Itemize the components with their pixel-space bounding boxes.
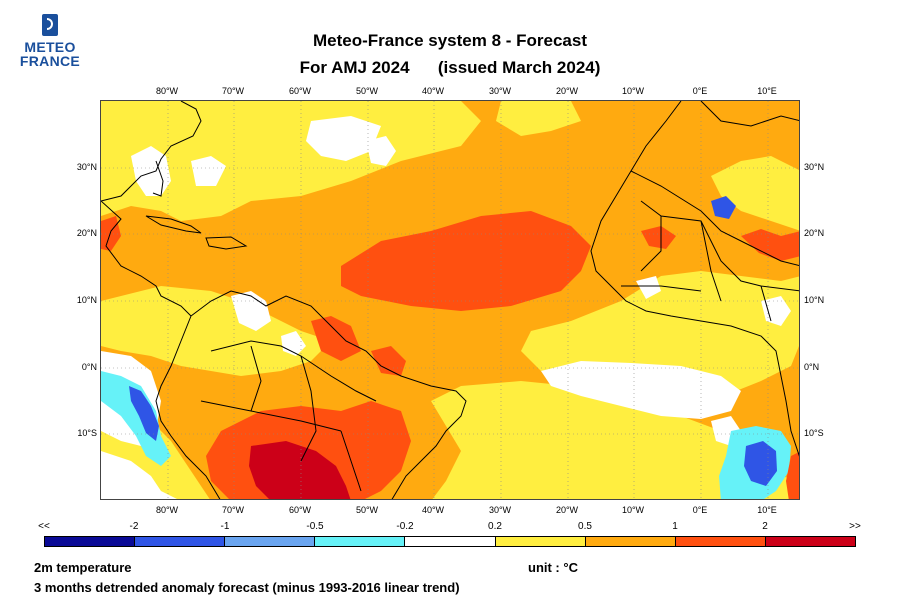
legend-swatch — [495, 537, 586, 546]
forecast-description: 3 months detrended anomaly forecast (min… — [34, 580, 460, 595]
anomaly-region-neutral — [761, 296, 791, 326]
legend-label: 1 — [672, 521, 678, 532]
lat-label-left: 20°N — [76, 228, 97, 238]
anomaly-region-cold — [129, 386, 159, 441]
lat-label-right: 10°N — [804, 295, 825, 305]
hispaniola-coast — [205, 236, 248, 250]
north-america-coast — [101, 101, 202, 202]
anomaly-region-neutral — [281, 331, 306, 356]
mediterranean-coast — [700, 101, 799, 127]
south-america-west-coast — [155, 315, 221, 499]
legend-swatch — [315, 537, 406, 546]
logo-text-line2: FRANCE — [19, 53, 81, 69]
lon-label-top: 30°W — [488, 86, 512, 96]
florida-coast — [152, 160, 164, 197]
meteo-france-logo-icon — [42, 14, 58, 36]
anomaly-region-cold — [711, 196, 736, 219]
forecast-period: For AMJ 2024 — [299, 58, 410, 77]
legend-label: << — [38, 521, 50, 532]
anomaly-region-warm — [741, 229, 799, 261]
lat-label-right: 0°N — [804, 362, 820, 372]
chart-title-line1: Meteo-France system 8 - Forecast — [313, 31, 587, 50]
chart-title-line2: For AMJ 2024 (issued March 2024) — [250, 57, 650, 79]
anomaly-region-neutral — [191, 156, 226, 186]
legend-label: 0.2 — [488, 521, 502, 532]
lon-label-bottom: 60°W — [288, 505, 312, 515]
anomaly-region-0.2-0.5 — [431, 381, 799, 499]
lon-label-top: 40°W — [421, 86, 445, 96]
lat-label-right: 30°N — [804, 162, 825, 172]
legend-swatch — [585, 537, 676, 546]
anomaly-region-cold — [744, 441, 777, 486]
legend-label: 2 — [762, 521, 768, 532]
anomaly-region-neutral — [541, 361, 741, 419]
lon-label-top: 0°E — [692, 86, 708, 96]
lat-label-left: 0°N — [81, 362, 97, 372]
anomaly-region-warm — [311, 316, 361, 361]
legend-label: 0.5 — [578, 521, 592, 532]
lon-label-bottom: 80°W — [155, 505, 179, 515]
legend-label: -1 — [220, 521, 230, 532]
lon-label-top: 20°W — [555, 86, 579, 96]
lon-label-bottom: 30°W — [488, 505, 512, 515]
unit-label: unit : °C — [528, 560, 578, 575]
anomaly-region-warm — [341, 211, 591, 311]
anomaly-region-0.2-0.5 — [101, 286, 331, 376]
legend-swatch — [135, 537, 226, 546]
variable-name: 2m temperature — [34, 560, 132, 575]
anomaly-map — [100, 100, 800, 500]
legend-label: -0.2 — [396, 521, 414, 532]
legend-swatch — [45, 537, 136, 546]
lat-label-right: 20°N — [804, 228, 825, 238]
legend-swatch — [405, 537, 496, 546]
cuba-coast — [145, 215, 202, 234]
legend-label: >> — [849, 521, 861, 532]
anomaly-region-warm — [786, 452, 799, 499]
anomaly-region-neutral — [636, 276, 661, 299]
lon-label-bottom: 70°W — [221, 505, 245, 515]
anomaly-region-neutral — [366, 136, 396, 166]
legend-colorbar — [44, 536, 856, 547]
issue-date: (issued March 2024) — [437, 58, 601, 77]
lat-label-right: 10°S — [804, 428, 824, 438]
lon-label-top: 50°W — [355, 86, 379, 96]
graticule — [101, 101, 799, 499]
meteo-france-logo: METEO FRANCE — [14, 14, 86, 68]
anomaly-region-neutral — [101, 451, 177, 499]
anomaly-region-hot — [249, 441, 351, 499]
south-america-north-coast — [190, 290, 467, 499]
africa-borders — [621, 170, 799, 322]
lon-label-top: 10°W — [621, 86, 645, 96]
lon-label-bottom: 10°W — [621, 505, 645, 515]
lon-label-bottom: 20°W — [555, 505, 579, 515]
logo-text-line1: METEO — [24, 39, 76, 55]
anomaly-region-cool — [101, 371, 171, 466]
legend-swatch — [765, 537, 855, 546]
lon-label-bottom: 50°W — [355, 505, 379, 515]
legend-swatch — [225, 537, 316, 546]
lon-label-bottom: 0°E — [692, 505, 708, 515]
lon-label-top: 10°E — [757, 86, 777, 96]
lon-label-top: 80°W — [155, 86, 179, 96]
anomaly-region-warm — [371, 346, 406, 376]
lon-label-top: 70°W — [221, 86, 245, 96]
lat-label-left: 30°N — [76, 162, 97, 172]
south-america-borders — [200, 340, 377, 492]
lat-label-left: 10°S — [77, 428, 97, 438]
gulf-coast — [101, 200, 192, 317]
lon-label-top: 60°W — [288, 86, 312, 96]
lon-label-bottom: 40°W — [421, 505, 445, 515]
anomaly-region-warm — [641, 226, 676, 249]
legend-swatch — [675, 537, 766, 546]
africa-west-coast — [590, 101, 799, 457]
legend-label: -0.5 — [306, 521, 324, 532]
anomaly-region-0.2-0.5 — [496, 101, 581, 136]
anomaly-region-0.2-0.5 — [711, 156, 799, 231]
lon-label-bottom: 10°E — [757, 505, 777, 515]
lat-label-left: 10°N — [76, 295, 97, 305]
legend-label: -2 — [129, 521, 139, 532]
coastlines — [101, 101, 799, 499]
anomaly-region-neutral — [306, 116, 381, 161]
